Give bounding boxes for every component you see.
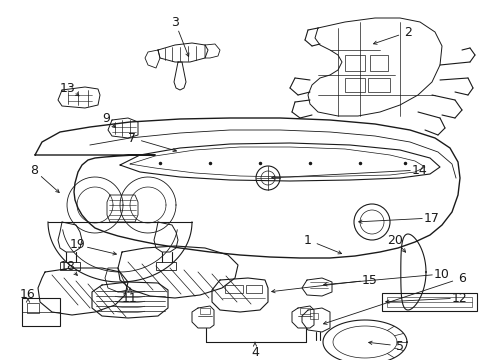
Bar: [368, 78, 390, 92]
Bar: [22, 298, 60, 326]
Bar: [27, 303, 39, 313]
Text: 8: 8: [30, 163, 38, 176]
Bar: [156, 262, 176, 270]
Text: 7: 7: [128, 131, 136, 144]
Text: 6: 6: [458, 271, 466, 284]
Bar: [60, 262, 80, 270]
Bar: [300, 308, 310, 314]
Text: 20: 20: [387, 234, 403, 247]
Bar: [370, 55, 388, 71]
Bar: [225, 285, 243, 293]
Text: 9: 9: [102, 112, 110, 125]
Bar: [345, 55, 365, 71]
Text: 13: 13: [60, 81, 76, 94]
Text: 5: 5: [396, 339, 404, 352]
Text: 15: 15: [362, 274, 378, 287]
Bar: [387, 297, 472, 307]
Text: 14: 14: [412, 163, 428, 176]
Text: 19: 19: [70, 238, 86, 252]
Text: 18: 18: [60, 260, 76, 273]
Text: 16: 16: [20, 288, 36, 301]
Bar: [246, 285, 262, 293]
Text: 10: 10: [434, 267, 450, 280]
Text: 11: 11: [122, 292, 138, 305]
Bar: [345, 78, 365, 92]
Text: 1: 1: [304, 234, 312, 247]
Text: 2: 2: [404, 26, 412, 39]
Bar: [310, 313, 318, 319]
Bar: [200, 308, 210, 314]
Text: 17: 17: [424, 211, 440, 225]
Text: 4: 4: [251, 346, 259, 359]
Text: 3: 3: [171, 15, 179, 28]
Text: 12: 12: [452, 292, 468, 305]
Bar: [382, 293, 477, 311]
